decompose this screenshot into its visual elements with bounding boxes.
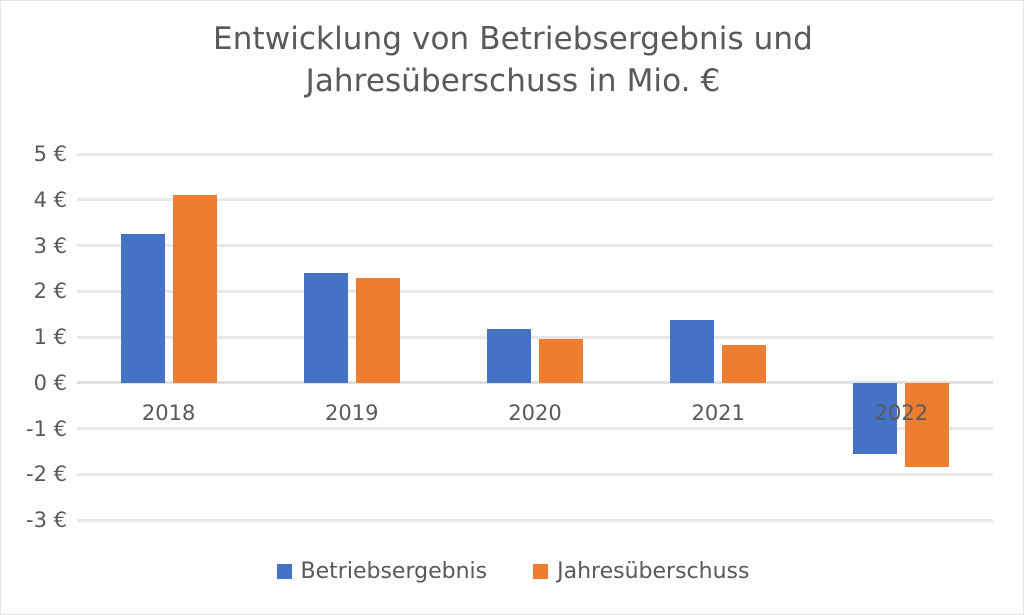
zero-gridline (77, 381, 993, 385)
y-tick-label: -2 € (26, 462, 67, 487)
gridline (77, 472, 993, 476)
bar-jahresüberschuss-2020[interactable] (538, 339, 583, 383)
bar-group (260, 154, 443, 520)
legend-item-0[interactable]: Betriebsergebnis (276, 559, 488, 584)
bar-group (443, 154, 626, 520)
y-tick-label: 5 € (33, 142, 67, 166)
gridline (77, 427, 993, 430)
chart-legend: Betriebsergebnis Jahresüberschuss (1, 559, 1023, 584)
bar-jahresüberschuss-2018[interactable] (172, 195, 217, 383)
chart-title: Entwicklung von Betriebsergebnis und Jah… (213, 21, 813, 99)
bar-betriebsergebnis-2019[interactable] (303, 272, 348, 383)
gridline (77, 198, 993, 202)
y-tick-label: 0 € (33, 370, 67, 395)
y-tick-label: -1 € (26, 416, 67, 441)
gridline (77, 244, 993, 247)
bar-betriebsergebnis-2021[interactable] (670, 320, 715, 383)
legend-label: Jahresüberschuss (557, 559, 750, 584)
legend-swatch-icon (276, 564, 292, 579)
plot-area (77, 152, 993, 522)
bar-jahresüberschuss-2021[interactable] (722, 344, 767, 383)
bar-jahresüberschuss-2022[interactable] (905, 382, 950, 468)
gridline (77, 518, 993, 522)
y-tick-label: -3 € (26, 508, 67, 532)
y-axis: 5 € 4 € 3 € 2 € 1 € 0 € -1 € -2 € -3 € (1, 142, 67, 532)
legend-swatch-icon (533, 564, 549, 579)
bar-jahresüberschuss-2019[interactable] (355, 277, 400, 383)
bar-betriebsergebnis-2022[interactable] (853, 382, 898, 454)
bar-group (77, 154, 260, 520)
bar-betriebsergebnis-2020[interactable] (486, 328, 531, 383)
gridline (77, 289, 993, 293)
y-tick-label: 3 € (33, 233, 67, 258)
y-tick-label: 2 € (33, 279, 67, 304)
y-tick-label: 4 € (33, 187, 67, 212)
gridline (77, 335, 993, 339)
legend-item-1[interactable]: Jahresüberschuss (533, 559, 749, 584)
y-tick-label: 1 € (33, 325, 67, 349)
legend-label: Betriebsergebnis (300, 559, 488, 584)
bar-betriebsergebnis-2018[interactable] (120, 234, 165, 383)
bar-group (810, 154, 993, 520)
gridline (77, 152, 993, 156)
bar-group (627, 154, 810, 520)
